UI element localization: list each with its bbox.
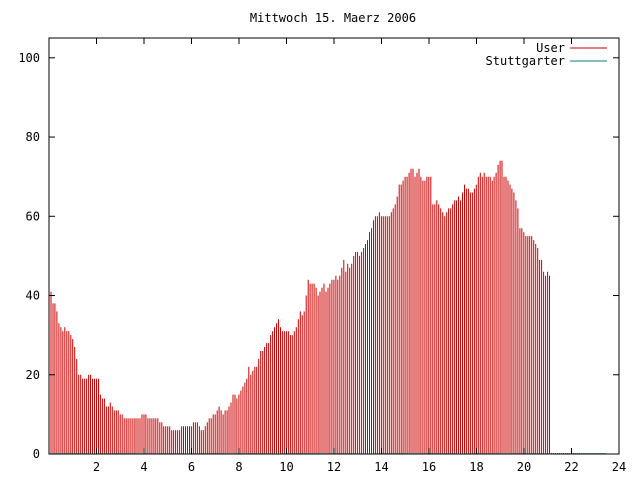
plot-frame — [48, 37, 620, 455]
x-axis: 2 4 6 8 10 12 14 16 18 20 22 24 — [93, 38, 626, 474]
x-tick-label: 18 — [469, 460, 483, 474]
x-tick-label: 2 — [93, 460, 100, 474]
x-tick-label: 24 — [612, 460, 626, 474]
y-tick-label: 0 — [33, 447, 40, 461]
y-tick-label: 40 — [26, 289, 40, 303]
x-tick-label: 20 — [517, 460, 531, 474]
x-tick-label: 22 — [564, 460, 578, 474]
y-tick-label: 80 — [26, 130, 40, 144]
x-tick-label: 10 — [279, 460, 293, 474]
y-tick-label: 60 — [26, 209, 40, 223]
x-tick-label: 4 — [140, 460, 147, 474]
legend: User Stuttgarter — [486, 41, 607, 68]
legend-label-user: User — [536, 41, 565, 55]
x-tick-label: 6 — [188, 460, 195, 474]
series-user-bars — [48, 160, 550, 454]
x-tick-label: 14 — [374, 460, 388, 474]
x-tick-label: 16 — [422, 460, 436, 474]
x-tick-label: 8 — [235, 460, 242, 474]
legend-label-stuttgarter: Stuttgarter — [486, 54, 565, 68]
chart-title: Mittwoch 15. Maerz 2006 — [250, 11, 416, 25]
y-tick-label: 100 — [18, 51, 40, 65]
x-tick-label: 12 — [327, 460, 341, 474]
y-axis: 0 20 40 60 80 100 — [18, 51, 619, 461]
y-tick-label: 20 — [26, 368, 40, 382]
